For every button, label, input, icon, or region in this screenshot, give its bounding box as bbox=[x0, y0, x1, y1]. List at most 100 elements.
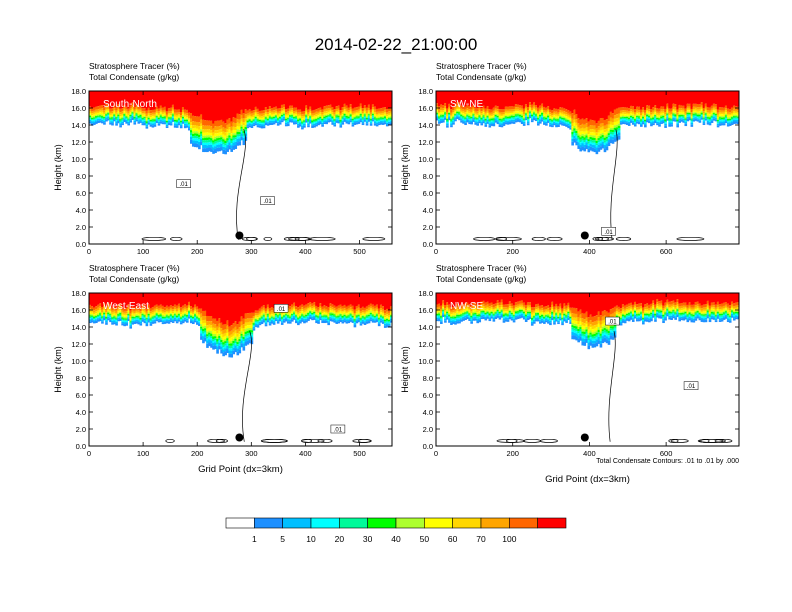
tracer-cell bbox=[327, 312, 330, 315]
tracer-cell bbox=[307, 293, 310, 304]
tracer-cell bbox=[357, 311, 361, 314]
tracer-cell bbox=[466, 108, 469, 111]
tracer-cell bbox=[329, 308, 332, 311]
tracer-cell bbox=[518, 105, 522, 108]
tracer-cell bbox=[309, 304, 312, 308]
tracer-cell bbox=[543, 115, 546, 118]
tracer-cell bbox=[141, 114, 145, 117]
tracer-cell bbox=[726, 115, 730, 118]
tracer-cell bbox=[732, 108, 736, 112]
tracer-cell bbox=[530, 111, 534, 114]
tracer-cell bbox=[297, 293, 300, 308]
tracer-cell bbox=[387, 117, 391, 119]
tracer-cell bbox=[117, 312, 120, 315]
tracer-cell bbox=[597, 120, 601, 127]
tracer-cell bbox=[93, 112, 96, 115]
tracer-cell bbox=[127, 315, 130, 317]
tracer-cell bbox=[129, 323, 133, 326]
tracer-cell bbox=[121, 119, 124, 121]
tracer-cell bbox=[155, 312, 159, 314]
tracer-cell bbox=[349, 314, 353, 317]
tracer-cell bbox=[212, 147, 215, 151]
tracer-cell bbox=[345, 316, 349, 318]
tracer-cell bbox=[232, 91, 236, 118]
tracer-cell bbox=[115, 117, 118, 119]
tracer-cell bbox=[732, 114, 736, 117]
tracer-cell bbox=[377, 120, 381, 122]
tracer-cell bbox=[202, 315, 205, 321]
tracer-cell bbox=[262, 320, 266, 323]
tracer-cell bbox=[280, 113, 284, 115]
tracer-cell bbox=[216, 333, 219, 337]
tracer-cell bbox=[524, 115, 528, 117]
tracer-cell bbox=[567, 117, 570, 120]
tracer-cell bbox=[666, 118, 669, 121]
tracer-cell bbox=[347, 321, 351, 324]
tracer-cell bbox=[299, 114, 302, 116]
tracer-cell bbox=[284, 120, 288, 122]
tracer-cell bbox=[137, 322, 141, 325]
tracer-cell bbox=[678, 120, 682, 123]
tracer-cell bbox=[565, 123, 568, 125]
tracer-cell bbox=[256, 116, 260, 118]
tracer-cell bbox=[137, 318, 141, 321]
tracer-cell bbox=[355, 311, 359, 313]
tracer-cell bbox=[177, 308, 181, 311]
tracer-cell bbox=[105, 322, 108, 325]
tracer-cell bbox=[652, 91, 655, 108]
tracer-cell bbox=[555, 108, 558, 112]
tracer-cell bbox=[222, 146, 225, 150]
tracer-cell bbox=[305, 316, 308, 318]
tracer-cell bbox=[165, 321, 169, 324]
tracer-cell bbox=[169, 311, 173, 314]
tracer-cell bbox=[595, 143, 599, 146]
tracer-cell bbox=[496, 91, 500, 107]
tracer-cell bbox=[238, 341, 242, 344]
tracer-cell bbox=[670, 108, 673, 112]
tracer-cell bbox=[270, 118, 274, 120]
tracer-cell bbox=[204, 120, 207, 126]
tracer-cell bbox=[149, 120, 153, 122]
tracer-cell bbox=[327, 314, 330, 317]
tracer-cell bbox=[244, 131, 248, 134]
tracer-cell bbox=[293, 305, 296, 308]
tracer-cell bbox=[448, 118, 451, 121]
tracer-cell bbox=[242, 318, 246, 325]
tracer-cell bbox=[561, 119, 564, 121]
tracer-cell bbox=[248, 123, 252, 126]
tracer-cell bbox=[123, 118, 126, 120]
tracer-cell bbox=[605, 124, 609, 129]
tracer-cell bbox=[117, 113, 120, 115]
tracer-cell bbox=[165, 114, 169, 117]
tracer-cell bbox=[123, 109, 126, 112]
tracer-cell bbox=[151, 118, 155, 120]
tracer-cell bbox=[365, 123, 369, 126]
tracer-cell bbox=[454, 107, 457, 110]
tracer-cell bbox=[617, 120, 621, 124]
tracer-cell bbox=[216, 147, 219, 152]
tracer-cell bbox=[532, 112, 536, 114]
tracer-cell bbox=[248, 120, 252, 123]
tracer-cell bbox=[276, 123, 280, 126]
tracer-cell bbox=[301, 122, 304, 125]
tracer-cell bbox=[595, 128, 599, 133]
tracer-cell bbox=[698, 114, 702, 117]
tracer-cell bbox=[508, 106, 512, 110]
tracer-cell bbox=[309, 113, 312, 116]
tracer-cell bbox=[299, 317, 302, 319]
tracer-cell bbox=[295, 320, 298, 324]
tracer-cell bbox=[500, 91, 504, 110]
tracer-cell bbox=[133, 113, 137, 116]
tracer-cell bbox=[522, 116, 526, 118]
tracer-cell bbox=[173, 125, 177, 128]
tracer-cell bbox=[210, 343, 213, 348]
tracer-cell bbox=[252, 112, 256, 115]
tracer-cell bbox=[623, 118, 627, 121]
tracer-cell bbox=[460, 110, 463, 113]
tracer-cell bbox=[224, 348, 227, 352]
tracer-cell bbox=[335, 317, 339, 319]
tracer-cell bbox=[442, 112, 445, 114]
tracer-cell bbox=[196, 319, 199, 321]
tracer-cell bbox=[179, 120, 183, 123]
tracer-cell bbox=[646, 113, 649, 115]
